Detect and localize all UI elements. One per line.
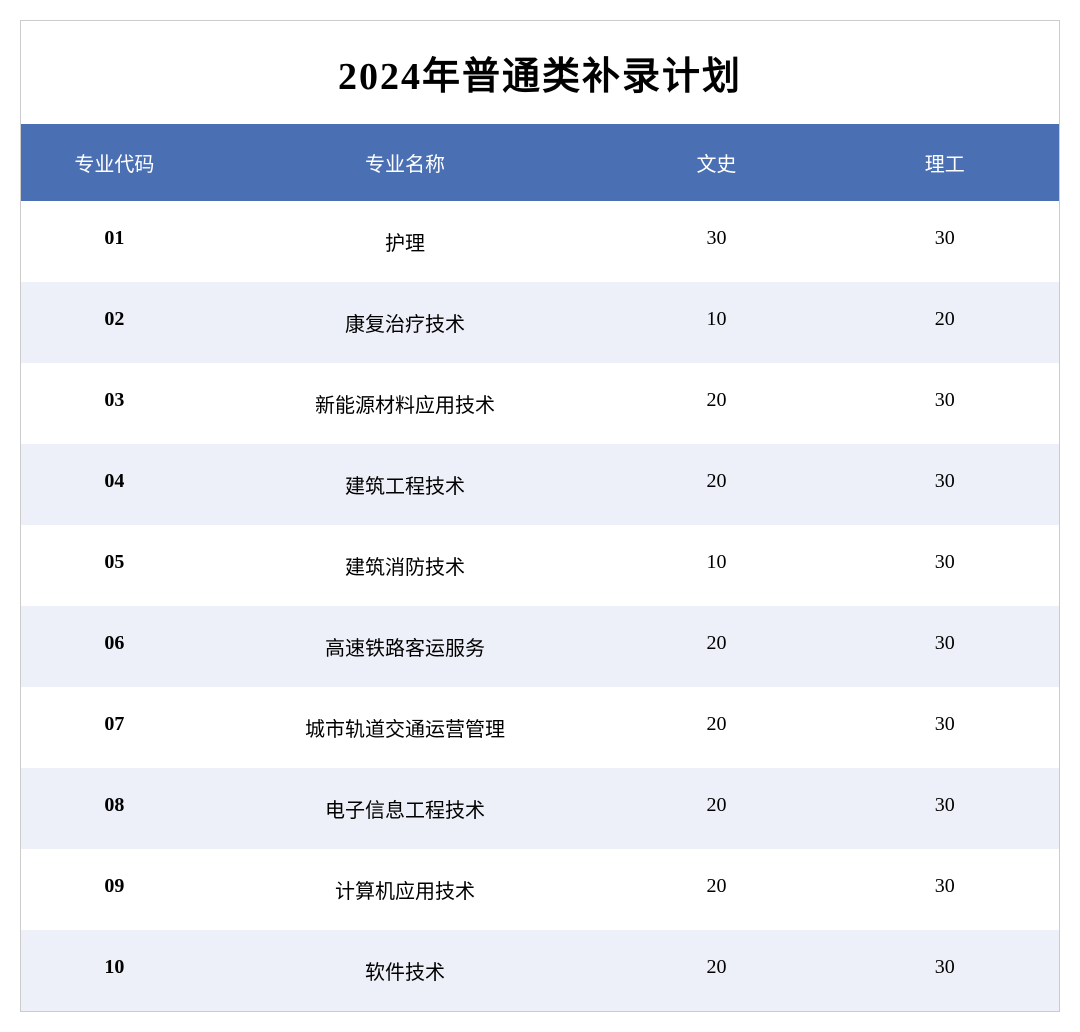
table-title: 2024年普通类补录计划 (21, 21, 1059, 124)
cell-code: 01 (21, 201, 208, 282)
cell-ligong: 30 (831, 606, 1059, 687)
cell-name: 高速铁路客运服务 (208, 606, 602, 687)
cell-name: 护理 (208, 201, 602, 282)
table-body: 01护理303002康复治疗技术102003新能源材料应用技术203004建筑工… (21, 201, 1059, 1011)
cell-ligong: 30 (831, 363, 1059, 444)
cell-wenshi: 10 (602, 525, 830, 606)
table-row: 01护理3030 (21, 201, 1059, 282)
cell-code: 03 (21, 363, 208, 444)
cell-name: 建筑工程技术 (208, 444, 602, 525)
cell-wenshi: 20 (602, 363, 830, 444)
table-row: 05建筑消防技术1030 (21, 525, 1059, 606)
table-row: 06高速铁路客运服务2030 (21, 606, 1059, 687)
cell-ligong: 30 (831, 525, 1059, 606)
cell-name: 康复治疗技术 (208, 282, 602, 363)
cell-name: 电子信息工程技术 (208, 768, 602, 849)
cell-name: 新能源材料应用技术 (208, 363, 602, 444)
cell-ligong: 30 (831, 444, 1059, 525)
table-header-row: 专业代码 专业名称 文史 理工 (21, 124, 1059, 201)
cell-ligong: 30 (831, 687, 1059, 768)
cell-wenshi: 20 (602, 768, 830, 849)
cell-ligong: 20 (831, 282, 1059, 363)
cell-wenshi: 30 (602, 201, 830, 282)
table-row: 09计算机应用技术2030 (21, 849, 1059, 930)
cell-ligong: 30 (831, 201, 1059, 282)
table-row: 04建筑工程技术2030 (21, 444, 1059, 525)
cell-ligong: 30 (831, 849, 1059, 930)
table-container: 2024年普通类补录计划 专业代码 专业名称 文史 理工 01护理303002康… (20, 20, 1060, 1012)
cell-code: 08 (21, 768, 208, 849)
cell-code: 02 (21, 282, 208, 363)
cell-wenshi: 20 (602, 687, 830, 768)
table-row: 02康复治疗技术1020 (21, 282, 1059, 363)
cell-wenshi: 20 (602, 606, 830, 687)
cell-code: 04 (21, 444, 208, 525)
cell-wenshi: 20 (602, 444, 830, 525)
cell-name: 计算机应用技术 (208, 849, 602, 930)
table-row: 07城市轨道交通运营管理2030 (21, 687, 1059, 768)
table-row: 03新能源材料应用技术2030 (21, 363, 1059, 444)
cell-wenshi: 20 (602, 849, 830, 930)
cell-name: 建筑消防技术 (208, 525, 602, 606)
cell-code: 09 (21, 849, 208, 930)
table-row: 08电子信息工程技术2030 (21, 768, 1059, 849)
header-cell-name: 专业名称 (208, 124, 602, 201)
cell-name: 城市轨道交通运营管理 (208, 687, 602, 768)
header-cell-wenshi: 文史 (602, 124, 830, 201)
cell-code: 06 (21, 606, 208, 687)
cell-code: 07 (21, 687, 208, 768)
header-cell-code: 专业代码 (21, 124, 208, 201)
cell-wenshi: 10 (602, 282, 830, 363)
cell-code: 05 (21, 525, 208, 606)
header-cell-ligong: 理工 (831, 124, 1059, 201)
cell-ligong: 30 (831, 768, 1059, 849)
